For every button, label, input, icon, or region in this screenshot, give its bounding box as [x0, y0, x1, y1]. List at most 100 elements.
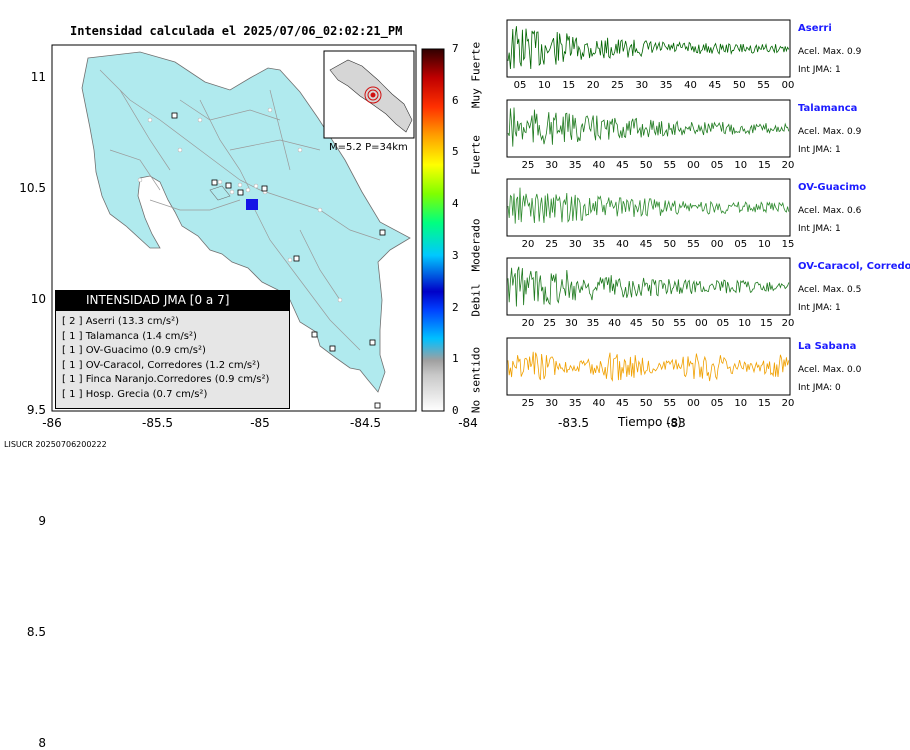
towns — [137, 107, 343, 303]
station-accel: Acel. Max. 0.9 — [798, 47, 862, 57]
seismogram-trace — [507, 351, 790, 382]
station-name: OV-Guacimo — [798, 182, 867, 193]
legend-item: [ 1 ] Finca Naranjo.Corredores (0.9 cm/s… — [62, 374, 270, 385]
colorbar-category-label: Debil — [469, 283, 483, 317]
colorbar-category-label: Muy Fuerte — [469, 41, 483, 109]
colorbar-tick-label: 1 — [452, 352, 459, 366]
time-tick-label: 20 — [781, 318, 795, 329]
time-tick-label: 45 — [629, 318, 643, 329]
seismogram-traces — [507, 26, 790, 382]
station-accel: Acel. Max. 0.6 — [798, 206, 862, 216]
time-tick-label: 40 — [616, 239, 629, 250]
colorbar-tick-label: 6 — [452, 93, 459, 107]
time-tick-label: 25 — [521, 398, 535, 409]
colorbar-tick-label: 4 — [452, 197, 459, 211]
time-tick-label: 05 — [734, 239, 748, 250]
time-tick-label: 40 — [608, 318, 622, 329]
epicenter-marker — [246, 199, 258, 210]
time-tick-label: 30 — [568, 239, 582, 250]
time-tick-label: 50 — [639, 160, 653, 171]
legend-item: [ 1 ] Talamanca (1.4 cm/s²) — [62, 330, 197, 342]
legend-title: INTENSIDAD JMA [0 a 7] — [56, 291, 289, 311]
lat-tick-label: 9 — [38, 514, 46, 528]
time-tick-label: 55 — [687, 239, 700, 250]
colorbar-tick-label: 2 — [452, 300, 459, 314]
legend-box: INTENSIDAD JMA [0 a 7] [ 2 ] Aserri (13.… — [55, 290, 290, 409]
station-name: Aserri — [798, 23, 832, 34]
time-tick-label: 25 — [543, 318, 557, 329]
colorbar — [421, 48, 445, 412]
lon-tick-label: -84.5 — [350, 416, 382, 430]
station-jma: Int JMA: 1 — [798, 145, 841, 155]
station-jma: Int JMA: 1 — [798, 303, 841, 313]
seismogram-frames — [506, 19, 791, 396]
station-jma: Int JMA: 1 — [798, 65, 841, 75]
colorbar-tick-label: 7 — [452, 42, 459, 55]
seismogram-trace — [507, 26, 790, 70]
lon-tick-label: -83 — [666, 416, 686, 430]
time-tick-label: 30 — [564, 318, 578, 329]
time-tick-label: 40 — [592, 398, 606, 409]
lon-tick-label: -86 — [42, 416, 62, 430]
time-tick-label: 05 — [710, 160, 724, 171]
time-tick-label: 45 — [708, 80, 722, 91]
time-tick-label: 25 — [545, 239, 558, 250]
time-tick-label: 05 — [513, 80, 527, 91]
time-tick-label: 35 — [659, 80, 673, 91]
time-tick-label: 15 — [757, 160, 771, 171]
time-tick-label: 05 — [716, 318, 730, 329]
colorbar-category-label: Fuerte — [469, 135, 483, 175]
station-accel: Acel. Max. 0.9 — [798, 127, 862, 137]
time-tick-label: 20 — [781, 160, 795, 171]
legend-item: [ 1 ] OV-Guacimo (0.9 cm/s²) — [62, 345, 206, 356]
legend-items: [ 2 ] Aserri (13.3 cm/s²) [ 1 ] Talamanca… — [56, 311, 289, 402]
colorbar-category-label: Moderado — [469, 218, 483, 272]
time-tick-label: 50 — [651, 318, 665, 329]
colorbar-tick-label: 5 — [452, 145, 459, 159]
time-tick-label: 00 — [694, 318, 708, 329]
time-tick-label: 10 — [734, 398, 748, 409]
time-tick-label: 30 — [545, 160, 558, 171]
time-tick-label: 50 — [639, 398, 653, 409]
seismogram-trace — [507, 107, 790, 147]
station-jma: Int JMA: 1 — [798, 224, 841, 234]
time-tick-label: 00 — [687, 160, 700, 171]
time-tick-label: 05 — [710, 398, 724, 409]
time-tick-label: 00 — [781, 80, 795, 91]
lon-tick-label: -85.5 — [142, 416, 174, 430]
time-tick-label: 20 — [521, 239, 535, 250]
time-tick-label: 55 — [673, 318, 687, 329]
time-tick-label: 15 — [757, 398, 771, 409]
time-tick-label: 30 — [635, 80, 649, 91]
colorbar-tick-label: 0 — [452, 404, 459, 417]
time-tick-label: 00 — [710, 239, 724, 250]
map-title: Intensidad calculada el 2025/07/06_02:02… — [70, 24, 403, 38]
time-tick-label: 15 — [759, 318, 773, 329]
lat-tick-label: 11 — [30, 70, 46, 84]
time-tick-label: 45 — [639, 239, 653, 250]
station-name: OV-Caracol, Corredores — [798, 261, 910, 272]
station-name: Talamanca — [798, 103, 858, 114]
lat-tick-label: 10 — [30, 292, 46, 306]
time-tick-label: 15 — [562, 80, 576, 91]
time-axis-label: Tiempo (s) — [618, 415, 682, 429]
time-tick-label: 20 — [781, 398, 795, 409]
lon-tick-label: -84 — [458, 416, 478, 430]
time-tick-label: 20 — [521, 318, 535, 329]
time-tick-label: 25 — [611, 80, 624, 91]
time-tick-label: 10 — [734, 160, 748, 171]
footer-id: LISUCR 20250706200222 — [4, 440, 107, 449]
time-tick-label: 20 — [586, 80, 600, 91]
station-accel: Acel. Max. 0.5 — [798, 285, 862, 295]
time-tick-label: 25 — [521, 160, 535, 171]
legend-item: [ 1 ] Hosp. Grecia (0.7 cm/s²) — [62, 388, 208, 400]
legend-item: [ 1 ] OV-Caracol, Corredores (1.2 cm/s²) — [62, 359, 261, 371]
lat-tick-label: 8 — [38, 736, 46, 750]
time-tick-label: 35 — [586, 318, 600, 329]
time-tick-label: 35 — [592, 239, 606, 250]
legend-item: [ 2 ] Aserri (13.3 cm/s²) — [62, 316, 179, 327]
time-tick-label: 50 — [663, 239, 677, 250]
station-name: La Sabana — [798, 341, 857, 352]
time-tick-label: 10 — [738, 318, 752, 329]
time-tick-label: 00 — [687, 398, 700, 409]
